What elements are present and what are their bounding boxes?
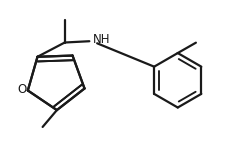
Text: O: O bbox=[18, 83, 27, 96]
Text: NH: NH bbox=[93, 33, 111, 46]
